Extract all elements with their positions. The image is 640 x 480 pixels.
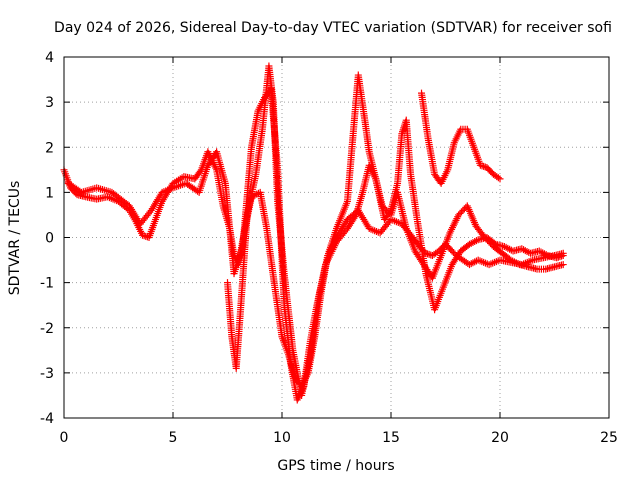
y-tick-label: 2 [45,140,54,156]
data-point [494,174,502,182]
data-point [559,261,567,269]
x-tick-label: 10 [273,430,291,446]
plot-frame [63,56,610,419]
data-point [559,252,567,260]
x-tick-label: 15 [382,430,400,446]
y-tick-label: 0 [45,231,54,247]
x-tick-label: 5 [169,430,178,446]
y-tick-label: -4 [40,411,54,427]
y-tick-label: -3 [40,366,54,382]
y-axis-label: SDTVAR / TECUs [7,181,23,296]
data-points [60,62,567,404]
x-tick-label: 20 [491,430,509,446]
x-tick-label: 0 [60,430,69,446]
chart-title: Day 024 of 2026, Sidereal Day-to-day VTE… [54,20,612,36]
y-tick-label: -2 [40,321,54,337]
y-tick-label: 4 [45,50,54,66]
y-tick-label: 3 [45,95,54,111]
y-tick-label: -1 [40,276,54,292]
data-point [351,213,359,221]
x-axis-label: GPS time / hours [277,458,394,474]
y-tick-label: 1 [45,185,54,201]
data-point [496,175,504,183]
x-tick-label: 25 [600,430,618,446]
